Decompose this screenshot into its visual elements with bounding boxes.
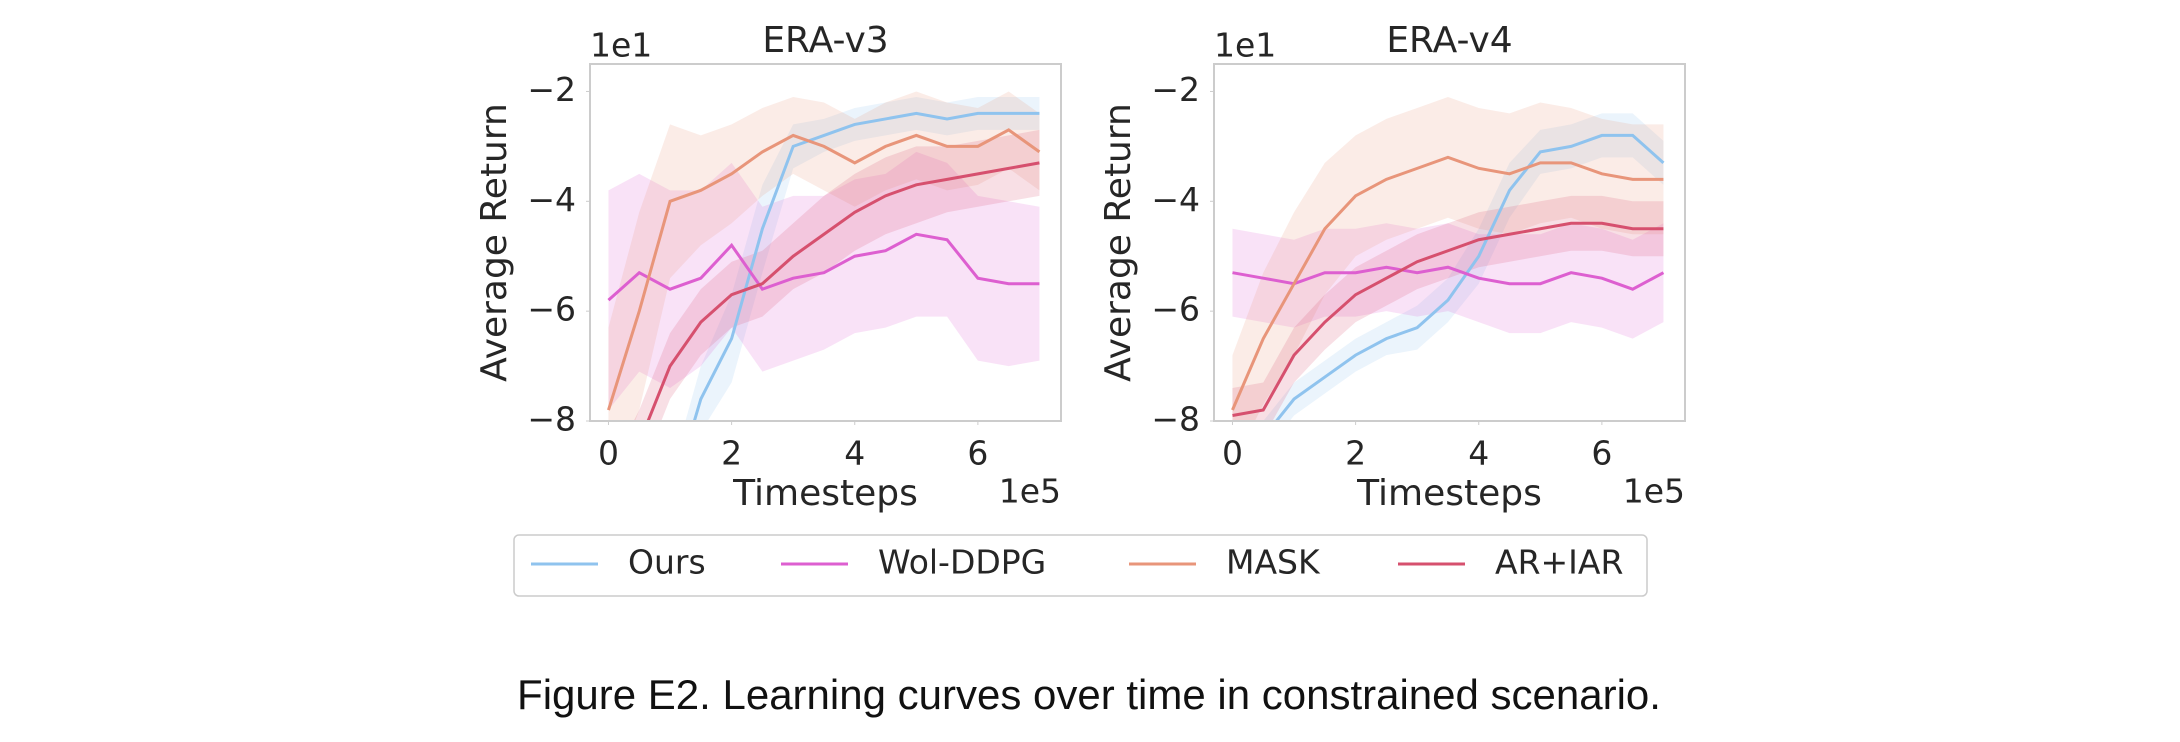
- error-band: [608, 91, 1040, 421]
- y-tick-label: −6: [527, 290, 576, 329]
- series-line: [1232, 265, 1665, 291]
- x-axis-label: Timesteps: [732, 473, 918, 514]
- y-axis-label: Average Return: [1098, 103, 1139, 382]
- y-tick-label: −6: [1151, 290, 1200, 329]
- plot-frame: [1213, 63, 1686, 422]
- series-line: [646, 161, 1040, 421]
- y-tick-label: −8: [527, 400, 576, 439]
- y-axis-label: Average Return: [474, 103, 515, 382]
- series-line: [1274, 133, 1665, 421]
- y-tick-label: −2: [527, 70, 576, 109]
- y-tick-label: −4: [1151, 180, 1200, 219]
- chart-title: ERA-v3: [762, 20, 888, 61]
- x-tick-label: 0: [598, 434, 619, 473]
- x-tick-label: 0: [1222, 434, 1243, 473]
- x-tick-label: 4: [844, 434, 865, 473]
- plot-frame: [589, 63, 1062, 422]
- legend-label: Ours: [628, 543, 706, 582]
- series-line: [1231, 155, 1664, 411]
- error-band: [1263, 113, 1664, 421]
- series-line: [692, 111, 1040, 421]
- legend-label: AR+IAR: [1495, 543, 1623, 582]
- series-line: [607, 232, 1040, 302]
- x-tick-label: 6: [967, 434, 988, 473]
- plot-area: [1231, 96, 1665, 421]
- y-tick-label: −8: [1151, 400, 1200, 439]
- x-tick-label: 4: [1468, 434, 1489, 473]
- x-axis-label: Timesteps: [1356, 473, 1542, 514]
- x-tick-label: 2: [1345, 434, 1366, 473]
- y-offset-label: 1e1: [590, 26, 652, 65]
- legend-label: Wol-DDPG: [878, 543, 1046, 582]
- x-offset-label: 1e5: [1623, 472, 1685, 511]
- y-offset-label: 1e1: [1214, 26, 1276, 65]
- error-band: [608, 151, 1040, 411]
- legend-label: MASK: [1226, 543, 1321, 582]
- y-tick-label: −2: [1151, 70, 1200, 109]
- error-band: [1232, 195, 1664, 421]
- caption: Figure E2. Learning curves over time in …: [517, 671, 1661, 718]
- series-line: [1232, 221, 1664, 417]
- x-tick-label: 2: [721, 434, 742, 473]
- error-band: [633, 129, 1040, 421]
- legend-box: [513, 534, 1648, 597]
- x-tick-label: 6: [1591, 434, 1612, 473]
- error-band: [1232, 96, 1664, 421]
- error-band: [685, 96, 1040, 421]
- chart-title: ERA-v4: [1386, 20, 1512, 61]
- plot-area: [607, 91, 1041, 421]
- series-line: [607, 128, 1041, 411]
- y-tick-label: −4: [527, 180, 576, 219]
- x-offset-label: 1e5: [999, 472, 1061, 511]
